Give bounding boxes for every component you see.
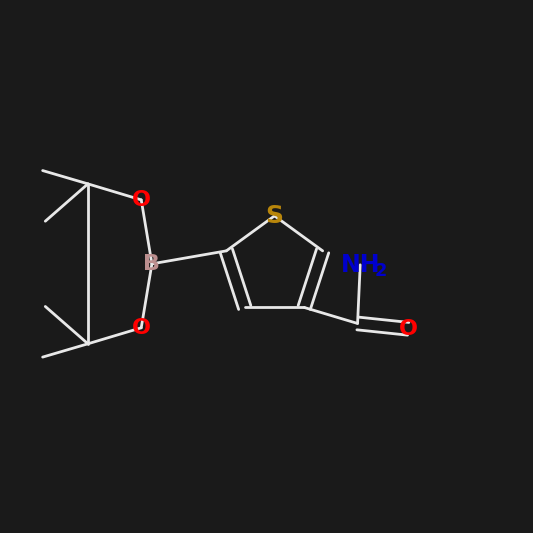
Text: O: O	[132, 318, 151, 338]
Text: S: S	[265, 204, 284, 228]
Text: 2: 2	[374, 262, 386, 280]
Text: O: O	[399, 319, 418, 339]
Text: NH: NH	[341, 253, 380, 277]
Text: O: O	[132, 190, 151, 210]
Text: B: B	[143, 254, 160, 274]
